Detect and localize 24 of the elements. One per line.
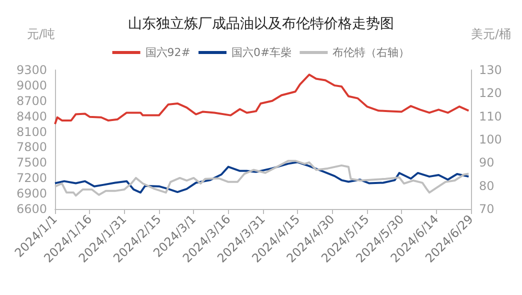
legend-label: 布伦特（右轴） — [332, 46, 410, 59]
y-tick-label: 7800 — [16, 140, 47, 154]
y-axis-title: 元/吨 — [26, 27, 55, 41]
y2-tick-label: 70 — [478, 202, 494, 216]
legend-label: 国六92# — [145, 46, 191, 59]
chart-title: 山东独立炼厂成品油以及布伦特价格走势图 — [128, 16, 394, 32]
y-tick-label: 7200 — [16, 171, 47, 186]
y2-tick-label: 90 — [478, 156, 494, 170]
y-tick-label: 9000 — [16, 78, 47, 92]
y2-tick-label: 110 — [478, 109, 502, 124]
line-series — [54, 74, 470, 126]
y2-tick-label: 100 — [478, 132, 502, 146]
y-tick-label: 8400 — [16, 109, 47, 124]
y2-tick-label: 130 — [478, 63, 502, 77]
y2-tick-label: 80 — [478, 178, 494, 193]
y-tick-label: 9300 — [16, 63, 47, 77]
y2-tick-label: 120 — [478, 86, 502, 100]
y-tick-label: 7500 — [16, 156, 47, 170]
legend-label: 国六0#车柴 — [232, 46, 292, 59]
y-tick-label: 6600 — [16, 202, 47, 216]
y-tick-label: 6900 — [16, 186, 47, 201]
y-tick-label: 8700 — [16, 94, 47, 108]
y-tick-label: 8100 — [16, 124, 47, 139]
y2-axis-title: 美元/桶 — [470, 27, 512, 41]
